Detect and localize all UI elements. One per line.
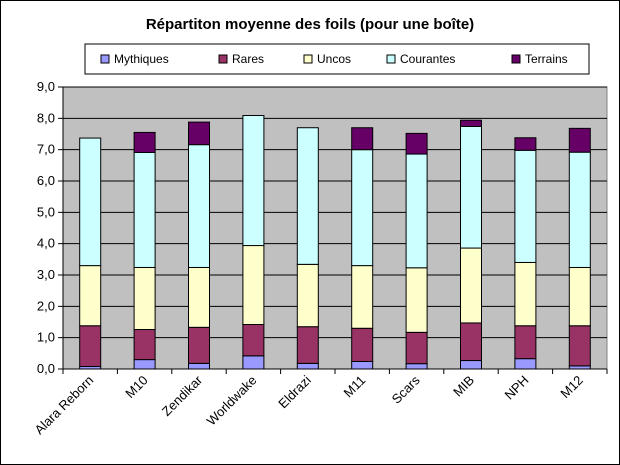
bar-segment	[188, 362, 210, 370]
x-tick-label: Eldrazi	[275, 372, 314, 411]
bar-segment	[296, 362, 319, 370]
bar-segment	[568, 325, 591, 367]
axes	[58, 86, 608, 374]
bar-segment	[79, 325, 102, 367]
bar-segment	[133, 359, 156, 370]
bar-segment	[568, 151, 591, 268]
legend-label: Rares	[232, 52, 264, 66]
legend-box	[84, 43, 590, 75]
bar-segment	[188, 326, 210, 364]
bars	[79, 115, 591, 370]
bar-segment	[296, 263, 319, 328]
x-tick-label: MIB	[450, 373, 477, 400]
bar-segment	[405, 153, 428, 269]
y-tick-labels: 0,0 1,0 2,0 3,0 4,0 5,0 6,0 7,0 8,0 9,0	[37, 79, 55, 376]
bar-segment	[351, 327, 374, 362]
x-tick-label: M11	[341, 373, 369, 401]
bar-segment	[188, 266, 210, 328]
bar-segment	[514, 325, 537, 360]
bar-segment	[514, 137, 537, 151]
y-tick-label: 9,0	[37, 79, 55, 94]
legend-swatch	[218, 54, 228, 64]
legend-swatch	[511, 54, 521, 64]
bar-segment	[133, 266, 156, 331]
y-tick-label: 0,0	[37, 361, 55, 376]
bar-segment	[296, 326, 319, 364]
y-tick-label: 8,0	[37, 110, 55, 125]
y-tick-label: 7,0	[37, 142, 55, 157]
legend-swatch	[386, 54, 396, 64]
bar-segment	[460, 125, 482, 249]
x-tick-label: NPH	[502, 373, 532, 403]
legend-label: Courantes	[400, 52, 455, 66]
bar-segment	[568, 127, 591, 153]
bar-segment	[188, 144, 210, 268]
bar-segment	[79, 137, 102, 267]
bar-segment	[405, 132, 428, 155]
y-tick-label: 5,0	[37, 204, 55, 219]
bar-segment	[351, 127, 374, 151]
legend-label: Uncos	[317, 52, 351, 66]
bar-segment	[351, 360, 374, 370]
x-tick-label: Worldwake	[204, 373, 260, 429]
y-tick-label: 1,0	[37, 330, 55, 345]
chart-title: Répartiton moyenne des foils (pour une b…	[146, 16, 474, 33]
bar-segment	[460, 119, 482, 127]
bar-segment	[405, 331, 428, 365]
bar-segment	[514, 149, 537, 263]
bar-segment	[133, 131, 156, 153]
bar-segment	[188, 121, 210, 146]
bar-segment	[133, 329, 156, 361]
bar-segment	[296, 127, 319, 265]
y-tick-label: 2,0	[37, 298, 55, 313]
legend-label: Terrains	[525, 52, 568, 66]
bar-segment	[351, 265, 374, 329]
plot-area: 0,0 1,0 2,0 3,0 4,0 5,0 6,0 7,0 8,0 9,0 Alara Reb…	[32, 79, 608, 437]
bar-segment	[514, 358, 537, 370]
y-tick-label: 6,0	[37, 173, 55, 188]
legend-label: Mythiques	[114, 52, 169, 66]
bar-segment	[351, 149, 374, 267]
y-tick-label: 4,0	[37, 236, 55, 251]
legend-swatch	[100, 54, 110, 64]
bar-segment	[460, 247, 482, 324]
bar-segment	[242, 324, 265, 357]
bar-segment	[79, 265, 102, 327]
bar-segment	[242, 115, 265, 247]
x-tick-label: Alara Reborn	[32, 373, 97, 438]
bar-segment	[405, 267, 428, 333]
y-tick-label: 3,0	[37, 267, 55, 282]
x-tick-label: Scars	[389, 372, 423, 406]
x-tick-label: Zendikar	[159, 372, 206, 419]
bar-segment	[405, 363, 428, 370]
legend-swatch	[303, 54, 313, 64]
bar-segment	[242, 355, 265, 370]
x-tick-label: M10	[122, 373, 150, 401]
x-tick-label: M12	[557, 373, 585, 401]
legend: Mythiques Rares Uncos Courantes Terrains	[84, 43, 590, 75]
bar-segment	[514, 261, 537, 327]
bar-segment	[242, 245, 265, 326]
bar-segment	[568, 266, 591, 327]
bar-segment	[133, 151, 156, 268]
bar-segment	[460, 322, 482, 362]
bar-segment	[460, 360, 482, 370]
